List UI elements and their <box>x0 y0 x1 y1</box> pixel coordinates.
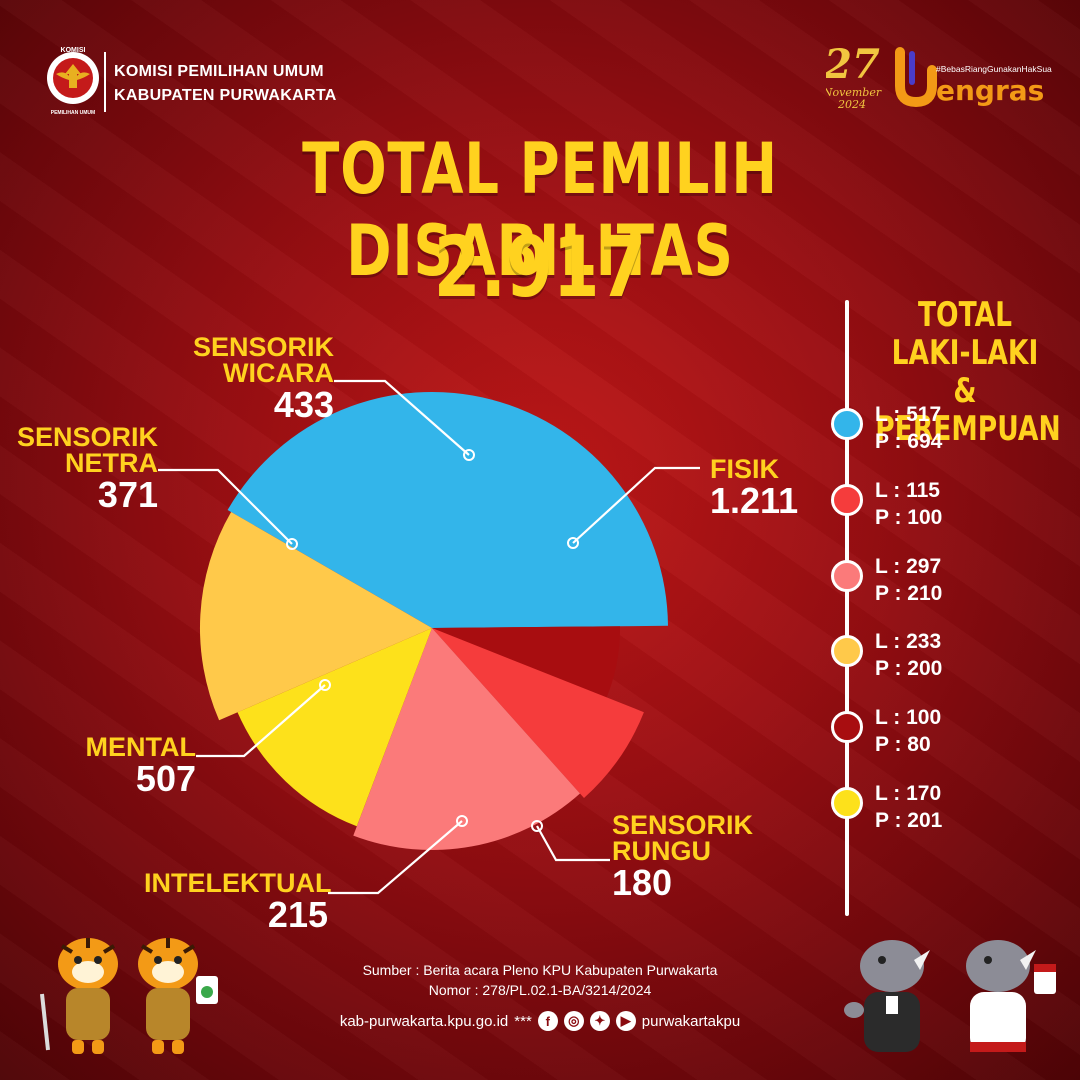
label-netra-line2: NETRA <box>65 448 158 478</box>
marker-fisik <box>567 537 579 549</box>
header-divider <box>104 52 106 112</box>
gender-l-mental: L : 297 <box>875 555 942 578</box>
leader-line-mental <box>196 684 326 758</box>
event-day: 27 <box>826 41 880 88</box>
footer-separator: *** <box>514 1012 532 1030</box>
label-wicara-value: 433 <box>273 384 334 425</box>
event-year: 2024 <box>837 98 866 111</box>
gender-l-netra: L : 170 <box>875 782 942 805</box>
leader-line-intelektual <box>328 820 463 895</box>
instagram-icon[interactable]: ◎ <box>563 1011 584 1031</box>
gender-row-mental: L : 297 P : 210 <box>875 553 942 607</box>
label-netra-value: 371 <box>97 474 158 515</box>
source-note: Sumber : Berita acara Pleno KPU Kabupate… <box>290 960 790 1000</box>
slice-intelektual <box>432 628 644 798</box>
slice-mental <box>353 628 580 851</box>
gender-dot-intelektual <box>831 484 863 516</box>
slice-fisik <box>227 391 668 628</box>
gender-p-mental: P : 210 <box>875 582 943 605</box>
youtube-icon[interactable]: ▶ <box>615 1011 636 1031</box>
gender-dot-wicara <box>831 635 863 667</box>
slice-netra <box>237 628 432 827</box>
sidebar-timeline <box>845 300 849 916</box>
rhino-mascot <box>844 940 1056 1052</box>
label-rungu: SENSORIK RUNGU 180 <box>612 812 753 902</box>
gender-l-fisik: L : 517 <box>875 403 942 426</box>
website-link[interactable]: kab-purwakarta.kpu.go.id <box>339 1012 509 1030</box>
page-title: TOTAL PEMILIH DISABILITAS <box>302 128 778 292</box>
leader-line-wicara <box>334 379 470 456</box>
label-fisik-name: FISIK <box>710 454 780 484</box>
source-line-1: Sumber : Berita acara Pleno KPU Kabupate… <box>362 962 718 978</box>
leader-line-fisik <box>572 466 700 544</box>
marker-netra <box>286 538 298 550</box>
gender-row-fisik: L : 517 P : 694 <box>875 401 942 455</box>
gender-row-netra: L : 170 P : 201 <box>875 780 942 834</box>
tiger-mascot <box>40 938 218 1054</box>
label-intelektual-name: INTELEKTUAL <box>144 868 332 898</box>
gender-p-rungu: P : 80 <box>875 733 931 756</box>
gender-p-fisik: P : 694 <box>875 430 943 453</box>
leader-line-rungu <box>536 825 610 862</box>
label-intelektual: INTELEKTUAL 215 <box>144 868 332 935</box>
label-rungu-value: 180 <box>612 862 673 903</box>
source-line-2: Nomor : 278/PL.02.1-BA/3214/2024 <box>428 982 652 998</box>
gender-dot-rungu <box>831 711 863 743</box>
label-mental: MENTAL 507 <box>60 734 196 798</box>
label-mental-name: MENTAL <box>85 732 196 762</box>
marker-wicara <box>463 449 475 461</box>
label-rungu-line1: SENSORIK <box>612 810 754 840</box>
label-netra: SENSORIK NETRA 371 <box>10 424 158 514</box>
gender-p-wicara: P : 200 <box>875 657 943 680</box>
facebook-icon[interactable]: f <box>537 1011 558 1031</box>
event-hashtag: #BebasRiangGunakanHakSuara <box>936 64 1052 74</box>
marker-mental <box>319 679 331 691</box>
kpu-garuda-logo: KOMISI PEMILIHAN UMUM <box>47 47 99 116</box>
logo-text-top: KOMISI <box>61 47 86 54</box>
label-wicara-line2: WICARA <box>223 358 334 388</box>
sidebar-title-line1: TOTAL LAKI-LAKI <box>891 295 1039 373</box>
label-wicara-line1: SENSORIK <box>192 332 334 362</box>
marker-rungu <box>531 820 543 832</box>
logo-text-bottom: PEMILIHAN UMUM <box>51 110 95 116</box>
label-wicara: SENSORIK WICARA 433 <box>180 334 334 424</box>
label-fisik: FISIK 1.211 <box>710 456 798 520</box>
event-month: November <box>826 86 882 99</box>
gender-l-wicara: L : 233 <box>875 630 942 653</box>
event-brand: engras <box>936 74 1044 107</box>
sidebar-title-line2: & PEREMPUAN <box>875 371 1061 449</box>
event-logo: 27 November 2024 #BebasRiangGunakanHakSu… <box>826 41 1052 111</box>
label-mental-value: 507 <box>135 758 196 799</box>
label-netra-line1: SENSORIK <box>16 422 158 452</box>
org-line-2: KABUPATEN PURWAKARTA <box>114 87 337 104</box>
leader-line-netra <box>158 468 293 545</box>
footer-social: kab-purwakarta.kpu.go.id *** f ◎ ✦ ▶ pur… <box>290 1008 790 1034</box>
slice-rungu <box>432 626 621 698</box>
org-name: KOMISI PEMILIHAN UMUM KABUPATEN PURWAKAR… <box>114 60 337 108</box>
slice-wicara <box>199 512 432 721</box>
event-brand-mark <box>895 47 937 108</box>
sidebar-title: TOTAL LAKI-LAKI & PEREMPUAN <box>875 295 1061 449</box>
gender-row-rungu: L : 100 P : 80 <box>875 704 941 758</box>
gender-dot-mental <box>831 560 863 592</box>
label-fisik-value: 1.211 <box>710 480 799 521</box>
gender-row-wicara: L : 233 P : 200 <box>875 628 942 682</box>
gender-l-intelektual: L : 115 <box>875 479 940 502</box>
label-rungu-line2: RUNGU <box>612 836 711 866</box>
label-intelektual-value: 215 <box>267 894 328 935</box>
gender-row-intelektual: L : 115 P : 100 <box>875 477 942 531</box>
gender-l-rungu: L : 100 <box>875 706 942 729</box>
org-line-1: KOMISI PEMILIHAN UMUM <box>114 63 324 80</box>
gender-dot-fisik <box>831 408 863 440</box>
gender-p-intelektual: P : 100 <box>875 506 943 529</box>
gender-dot-netra <box>831 787 863 819</box>
total-value: 2.917 <box>433 218 647 316</box>
twitter-icon[interactable]: ✦ <box>589 1011 610 1031</box>
social-handle[interactable]: purwakartakpu <box>641 1012 741 1030</box>
marker-intelektual <box>456 815 468 827</box>
gender-p-netra: P : 201 <box>875 809 943 832</box>
